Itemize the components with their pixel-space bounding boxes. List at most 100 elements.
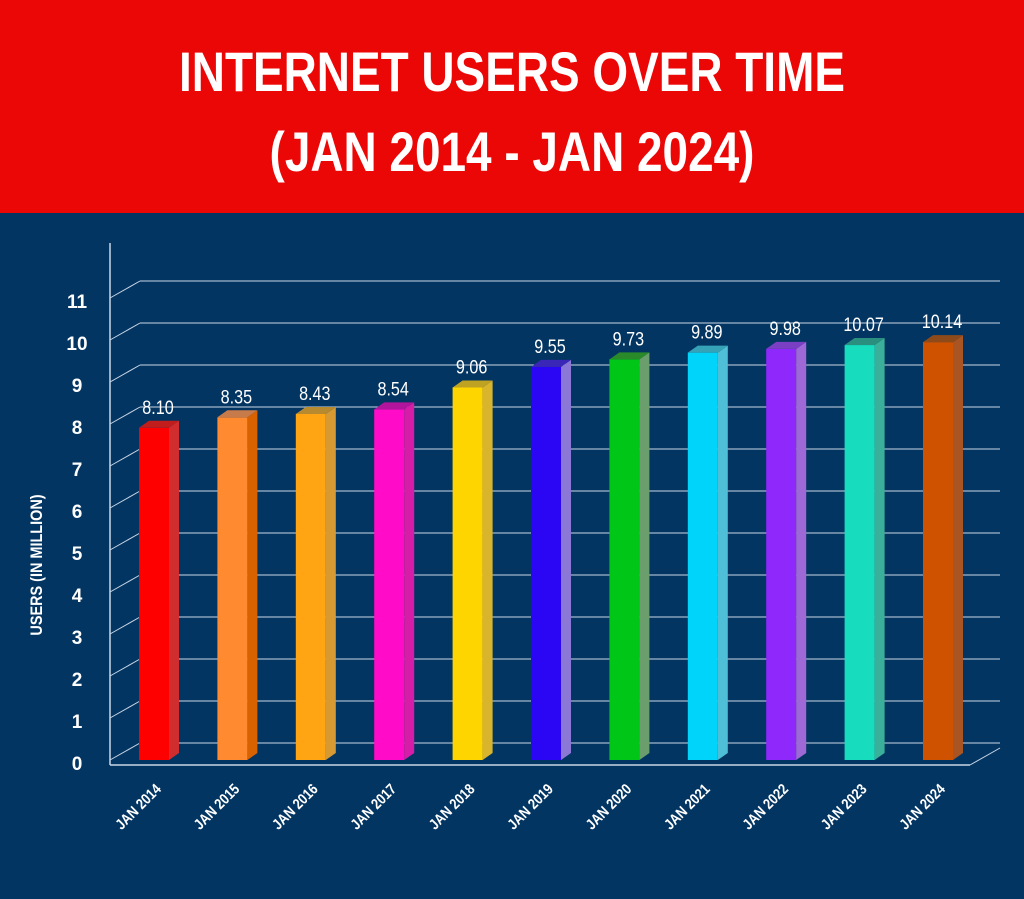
bar (374, 402, 415, 760)
value-label: 9.06 (456, 356, 488, 378)
y-tick-label: 7 (72, 460, 83, 481)
bar-top (609, 352, 650, 360)
value-label: 9.73 (613, 328, 645, 350)
y-tick-label: 0 (72, 754, 83, 775)
bar (923, 335, 963, 760)
gridline-diagonal (109, 658, 141, 677)
gridline-diagonal (109, 574, 141, 593)
bar-side (169, 420, 179, 760)
bar-side (874, 338, 885, 760)
floor-right-edge (969, 747, 1001, 766)
x-tick-label: JAN 2023 (817, 780, 870, 833)
x-tick-label: JAN 2024 (896, 780, 949, 833)
x-tick-label: JAN 2019 (504, 780, 557, 833)
bar-top (452, 380, 493, 388)
bar-front (531, 366, 561, 760)
value-label: 9.89 (691, 321, 722, 343)
y-tick-label: 2 (72, 670, 83, 691)
x-tick-label: JAN 2015 (190, 780, 243, 833)
chart-area: 0 1 2 3 4 5 6 7 8 9 10 11 8.10 8.35 8.43 8.54 9.06 9.55 9… (0, 213, 1024, 894)
y-tick-label: 8 (72, 418, 83, 439)
value-label: 9.55 (534, 336, 566, 358)
value-label: 8.10 (142, 397, 174, 419)
chart-title-line2: (JAN 2014 - JAN 2024) (269, 120, 755, 183)
bar-top (295, 406, 336, 414)
bar-front (609, 359, 640, 760)
bar-side (953, 335, 963, 760)
x-tick-label: JAN 2014 (112, 780, 165, 833)
bar (531, 359, 571, 760)
bar-top (139, 420, 179, 428)
bar (609, 352, 650, 760)
bar-side (482, 380, 493, 760)
y-tick-label: 10 (66, 334, 87, 355)
gridline-diagonal (109, 322, 141, 341)
bars (139, 335, 963, 760)
bar-chart: 0 1 2 3 4 5 6 7 8 9 10 11 8.10 8.35 8.43 8.54 9.06 9.55 9… (28, 243, 1001, 833)
bar-side (796, 341, 807, 760)
value-label: 10.07 (843, 314, 883, 336)
gridline-diagonal (109, 406, 141, 425)
bar-top (531, 359, 571, 367)
gridline-diagonal (109, 364, 141, 383)
bar-front (766, 348, 797, 760)
value-label: 8.35 (221, 386, 253, 408)
x-tick-label: JAN 2022 (739, 780, 792, 833)
gridline-diagonal (109, 448, 141, 467)
gridline-diagonal (109, 280, 141, 299)
bar-front (923, 342, 953, 760)
bar (452, 380, 493, 760)
y-axis-ticks: 0 1 2 3 4 5 6 7 8 9 10 11 (66, 292, 87, 775)
y-tick-label: 11 (67, 292, 88, 313)
gridline-diagonal (109, 490, 141, 509)
bar (139, 420, 179, 760)
x-tick-label: JAN 2021 (660, 780, 713, 833)
bar-front (374, 409, 405, 760)
bar-top (923, 335, 963, 343)
y-axis-label: USERS (IN MILLION) (28, 494, 46, 635)
bar-front (452, 387, 483, 760)
bar-side (404, 402, 415, 760)
value-label: 8.43 (299, 383, 331, 405)
x-tick-label: JAN 2017 (347, 780, 400, 833)
title-banner: INTERNET USERS OVER TIME (JAN 2014 - JAN… (0, 0, 1024, 213)
y-tick-label: 5 (72, 544, 83, 565)
bar (295, 406, 336, 760)
bar-side (325, 406, 336, 760)
bar-front (844, 345, 875, 760)
bar (217, 410, 258, 760)
bar (844, 338, 885, 760)
gridline-diagonal (109, 742, 141, 761)
y-tick-label: 4 (72, 586, 83, 607)
bar (687, 345, 728, 760)
bar (766, 341, 807, 760)
value-labels: 8.10 8.35 8.43 8.54 9.06 9.55 9.73 9.89 9.98 10.0… (142, 311, 962, 418)
bar-side (247, 410, 258, 760)
bar-front (687, 352, 718, 760)
y-tick-label: 1 (72, 712, 83, 733)
bar-side (639, 352, 650, 760)
x-axis-labels: JAN 2014 JAN 2015 JAN 2016 JAN 2017 JAN 2018… (112, 780, 949, 833)
bar-top (217, 410, 258, 418)
value-label: 9.98 (769, 318, 801, 340)
y-tick-label: 3 (72, 628, 83, 649)
y-tick-label: 6 (72, 502, 83, 523)
bar-top (374, 402, 415, 410)
x-tick-label: JAN 2016 (268, 780, 321, 833)
x-tick-label: JAN 2020 (582, 780, 635, 833)
bar-top (766, 341, 807, 349)
bar-top (844, 338, 885, 346)
value-label: 8.54 (377, 378, 409, 400)
value-label: 10.14 (922, 311, 963, 333)
bar-top (687, 345, 728, 353)
gridline-diagonal (109, 532, 141, 551)
bar-side (717, 345, 728, 760)
gridline-diagonal (109, 700, 141, 719)
bar-front (217, 417, 248, 760)
bar-front (295, 413, 326, 760)
gridline-diagonal (109, 616, 141, 635)
x-tick-label: JAN 2018 (425, 780, 478, 833)
chart-title-line1: INTERNET USERS OVER TIME (179, 40, 845, 103)
bar-front (139, 427, 169, 760)
bar-side (561, 359, 571, 760)
